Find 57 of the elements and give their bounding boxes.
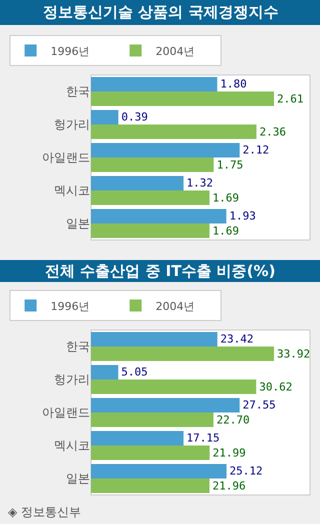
data-label: 27.55 xyxy=(242,398,276,412)
y-tick-label: 일본 xyxy=(66,216,90,231)
data-label: 1.69 xyxy=(212,224,239,238)
bar xyxy=(91,176,184,190)
data-label: 30.62 xyxy=(259,380,292,394)
data-label: 17.15 xyxy=(186,432,220,445)
data-label: 1.75 xyxy=(216,158,244,172)
legend-label: 2004년 xyxy=(156,44,195,58)
bar xyxy=(91,158,214,172)
y-tick-label: 멕시코 xyxy=(54,184,90,198)
chart-title: 정보통신기술 상품의 국제경쟁지수 xyxy=(43,3,278,21)
bar xyxy=(91,208,226,224)
y-tick-label: 멕시코 xyxy=(54,438,90,453)
legend-label: 1996년 xyxy=(50,44,90,58)
y-tick-label: 일본 xyxy=(66,472,90,486)
y-tick-label: 아일랜드 xyxy=(42,406,90,420)
data-label: 1.80 xyxy=(220,78,247,91)
bar xyxy=(91,92,274,106)
data-label: 23.42 xyxy=(220,332,254,346)
text: ◈ 정보통신부 xyxy=(8,505,82,519)
bar xyxy=(91,142,240,158)
y-tick-label: 헝가리 xyxy=(54,118,90,132)
y-tick-label: 한국 xyxy=(66,84,90,99)
y-tick-label: 아일랜드 xyxy=(42,150,90,165)
data-label: 5.05 xyxy=(121,366,148,379)
bar xyxy=(91,380,256,394)
legend-label: 2004년 xyxy=(156,300,195,313)
data-label: 33.92 xyxy=(277,347,310,360)
bar xyxy=(91,478,210,494)
bar xyxy=(91,76,218,92)
bar xyxy=(91,364,118,380)
data-label: 1.93 xyxy=(229,210,256,223)
bar xyxy=(91,398,240,412)
y-tick-label: 한국 xyxy=(66,340,90,354)
bar xyxy=(91,446,210,460)
data-label: 2.61 xyxy=(277,92,304,106)
bar xyxy=(91,332,218,346)
bar xyxy=(91,190,210,206)
bar xyxy=(91,346,274,362)
legend-label: 1996년 xyxy=(50,300,90,313)
bar xyxy=(91,412,214,428)
data-label: 21.99 xyxy=(212,446,246,460)
bar xyxy=(91,430,184,446)
data-label: 22.70 xyxy=(216,413,250,426)
bar xyxy=(91,464,227,478)
data-label: 0.39 xyxy=(121,110,148,124)
data-label: 25.12 xyxy=(230,464,263,478)
y-tick-label: 헝가리 xyxy=(54,372,90,387)
data-label: 1.32 xyxy=(186,176,214,190)
data-label: 1.69 xyxy=(212,191,239,204)
data-label: 2.12 xyxy=(242,144,270,157)
chart-title: 전체 수출산업 중 IT수출 비중(%) xyxy=(45,262,276,280)
bar xyxy=(91,124,256,140)
data-label: 2.36 xyxy=(259,125,286,138)
bar xyxy=(91,224,210,238)
data-label: 21.96 xyxy=(212,479,246,492)
bar xyxy=(91,110,118,124)
